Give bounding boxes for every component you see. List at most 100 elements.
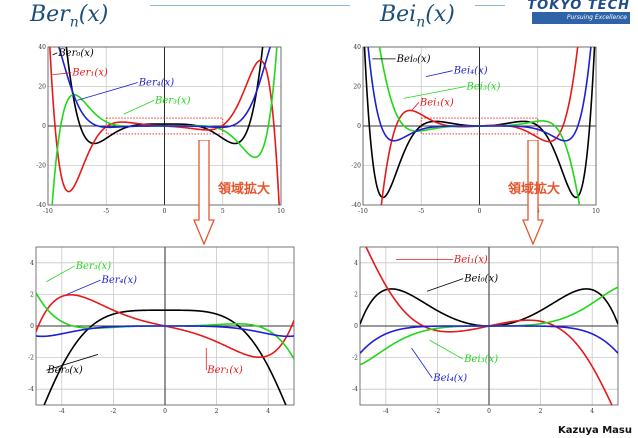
series-label-n0: Bei₀(x) [396,54,431,65]
series-line-n4 [57,47,272,129]
zoom-arrow-left [193,140,215,245]
zoom-arrow-left-shape [193,140,215,245]
title-bei: Bein(x) [380,2,455,30]
series-label-leader [411,102,420,111]
y-tick-label: 2 [354,291,358,298]
series-label-n3: Ber₃(x) [75,261,112,272]
x-tick-label: -2 [110,408,116,415]
series-label-n4: Bei₄(x) [453,66,488,77]
title-ber-sub: n [69,14,79,31]
y-tick-label: 4 [30,260,34,267]
series-label-leader [46,265,75,283]
series-line-n4 [367,47,592,142]
y-tick-label: 40 [353,44,361,51]
y-tick-label: -4 [352,386,358,393]
x-tick-label: 2 [215,408,219,415]
logo-main-text: TOKYO TECH [527,0,630,13]
y-tick-label: -2 [28,355,34,362]
series-label-n1: Bei₁(x) [453,255,488,266]
series-label-n3: Bei₃(x) [466,82,501,93]
y-tick-label: -2 [352,355,358,362]
x-tick-label: 0 [163,208,167,215]
y-tick-label: 0 [42,123,46,130]
title-ber-base: Ber [30,2,70,27]
y-tick-label: -4 [28,386,34,393]
chart-ber-full: -10 -5 0 5 10 -40 -20 0 20 40 Ber₀(x) Ber₁(x) Ber₄(x… [36,44,285,215]
series-label-leader [52,72,72,76]
author-name: Kazuya Masu [558,425,632,436]
zoom-label-right: 領域拡大 [508,182,561,197]
header-rule-left [150,5,350,6]
y-tick-label: 0 [357,123,361,130]
x-tick-label: -2 [434,408,440,415]
series-line-n0 [43,309,287,405]
x-tick-label: 2 [539,408,543,415]
series-label-n4: Bei₄(x) [432,373,467,384]
chart-bei-zoom: -4 -2 0 2 4 -4 -2 0 2 4 Bei₁(x) Bei₀(x) Bei₃(x) Bei₄(… [352,246,619,415]
series-label-n1: Ber₁(x) [206,365,243,376]
x-tick-label: 0 [487,408,491,415]
x-tick-label: -4 [383,408,389,415]
series-label-leader [429,339,464,360]
zoom-arrow-right [522,140,544,245]
series-label-n4: Ber₄(x) [138,78,175,89]
series-line-n4 [36,325,294,338]
series-label-n4: Ber₄(x) [101,275,138,286]
title-ber-arg: (x) [78,2,109,27]
x-tick-label: -10 [43,208,53,215]
series-label-leader [123,99,155,115]
y-tick-label: 20 [38,84,46,91]
series-label-n3: Ber₃(x) [154,95,191,106]
y-tick-label: 40 [38,44,46,51]
plot-frame [47,46,282,206]
y-tick-label: -40 [351,202,361,209]
x-tick-label: 0 [478,208,482,215]
plot-frame [359,246,619,406]
y-tick-label: -40 [36,202,46,209]
x-tick-label: -10 [358,208,368,215]
x-tick-label: 0 [163,408,167,415]
series-label-n0: Ber₀(x) [46,365,83,376]
y-tick-label: 0 [354,323,358,330]
y-tick-label: -20 [351,163,361,170]
title-bei-arg: (x) [425,2,455,27]
x-tick-label: -5 [103,208,109,215]
tokyo-tech-logo: TOKYO TECH Pursuing Excellence [512,0,632,26]
zoom-label-left: 領域拡大 [218,182,271,197]
chart-ber-zoom: -4 -2 0 2 4 -4 -2 0 2 4 Ber₃(x) Ber₄(x) Ber₀(x) Ber₁(… [28,246,295,415]
y-tick-label: 4 [354,260,358,267]
x-tick-label: -5 [418,208,424,215]
series-label-leader [52,52,58,56]
series-label-n1: Ber₁(x) [71,68,108,79]
plot-frame [35,246,295,406]
series-label-n0: Ber₀(x) [57,48,94,59]
series-label-n0: Bei₀(x) [463,274,498,285]
series-line-n0 [65,47,264,145]
x-tick-label: -4 [59,408,65,415]
series-label-n1: Bei₁(x) [419,97,454,108]
header-rule-right [475,5,505,6]
series-label-n3: Bei₃(x) [463,354,498,365]
chart-bei-full: -10-50510-40-2002040Bei₀(x)Bei₄(x)Bei₃(x… [351,44,600,215]
series-label-leader [425,70,453,78]
x-tick-label: 5 [221,208,225,215]
title-bei-sub: n [416,14,426,31]
plot-frame [362,46,597,206]
title-ber: Bern(x) [30,2,108,30]
y-tick-label: -20 [36,163,46,170]
logo-tagline: Pursuing Excellence [532,12,630,24]
series-label-leader [403,86,466,99]
x-tick-label: 10 [592,208,600,215]
zoom-arrow-right-shape [522,140,544,245]
x-tick-label: 10 [277,208,285,215]
series-label-leader [77,82,138,101]
x-tick-label: 4 [266,408,270,415]
x-tick-label: 4 [590,408,594,415]
y-tick-label: 20 [353,84,361,91]
y-tick-label: 0 [30,323,34,330]
series-label-leader [411,347,433,379]
series-line-n4 [360,325,618,354]
series-label-leader [66,279,101,295]
series-label-leader [426,278,464,292]
series-label-leader [46,354,99,371]
